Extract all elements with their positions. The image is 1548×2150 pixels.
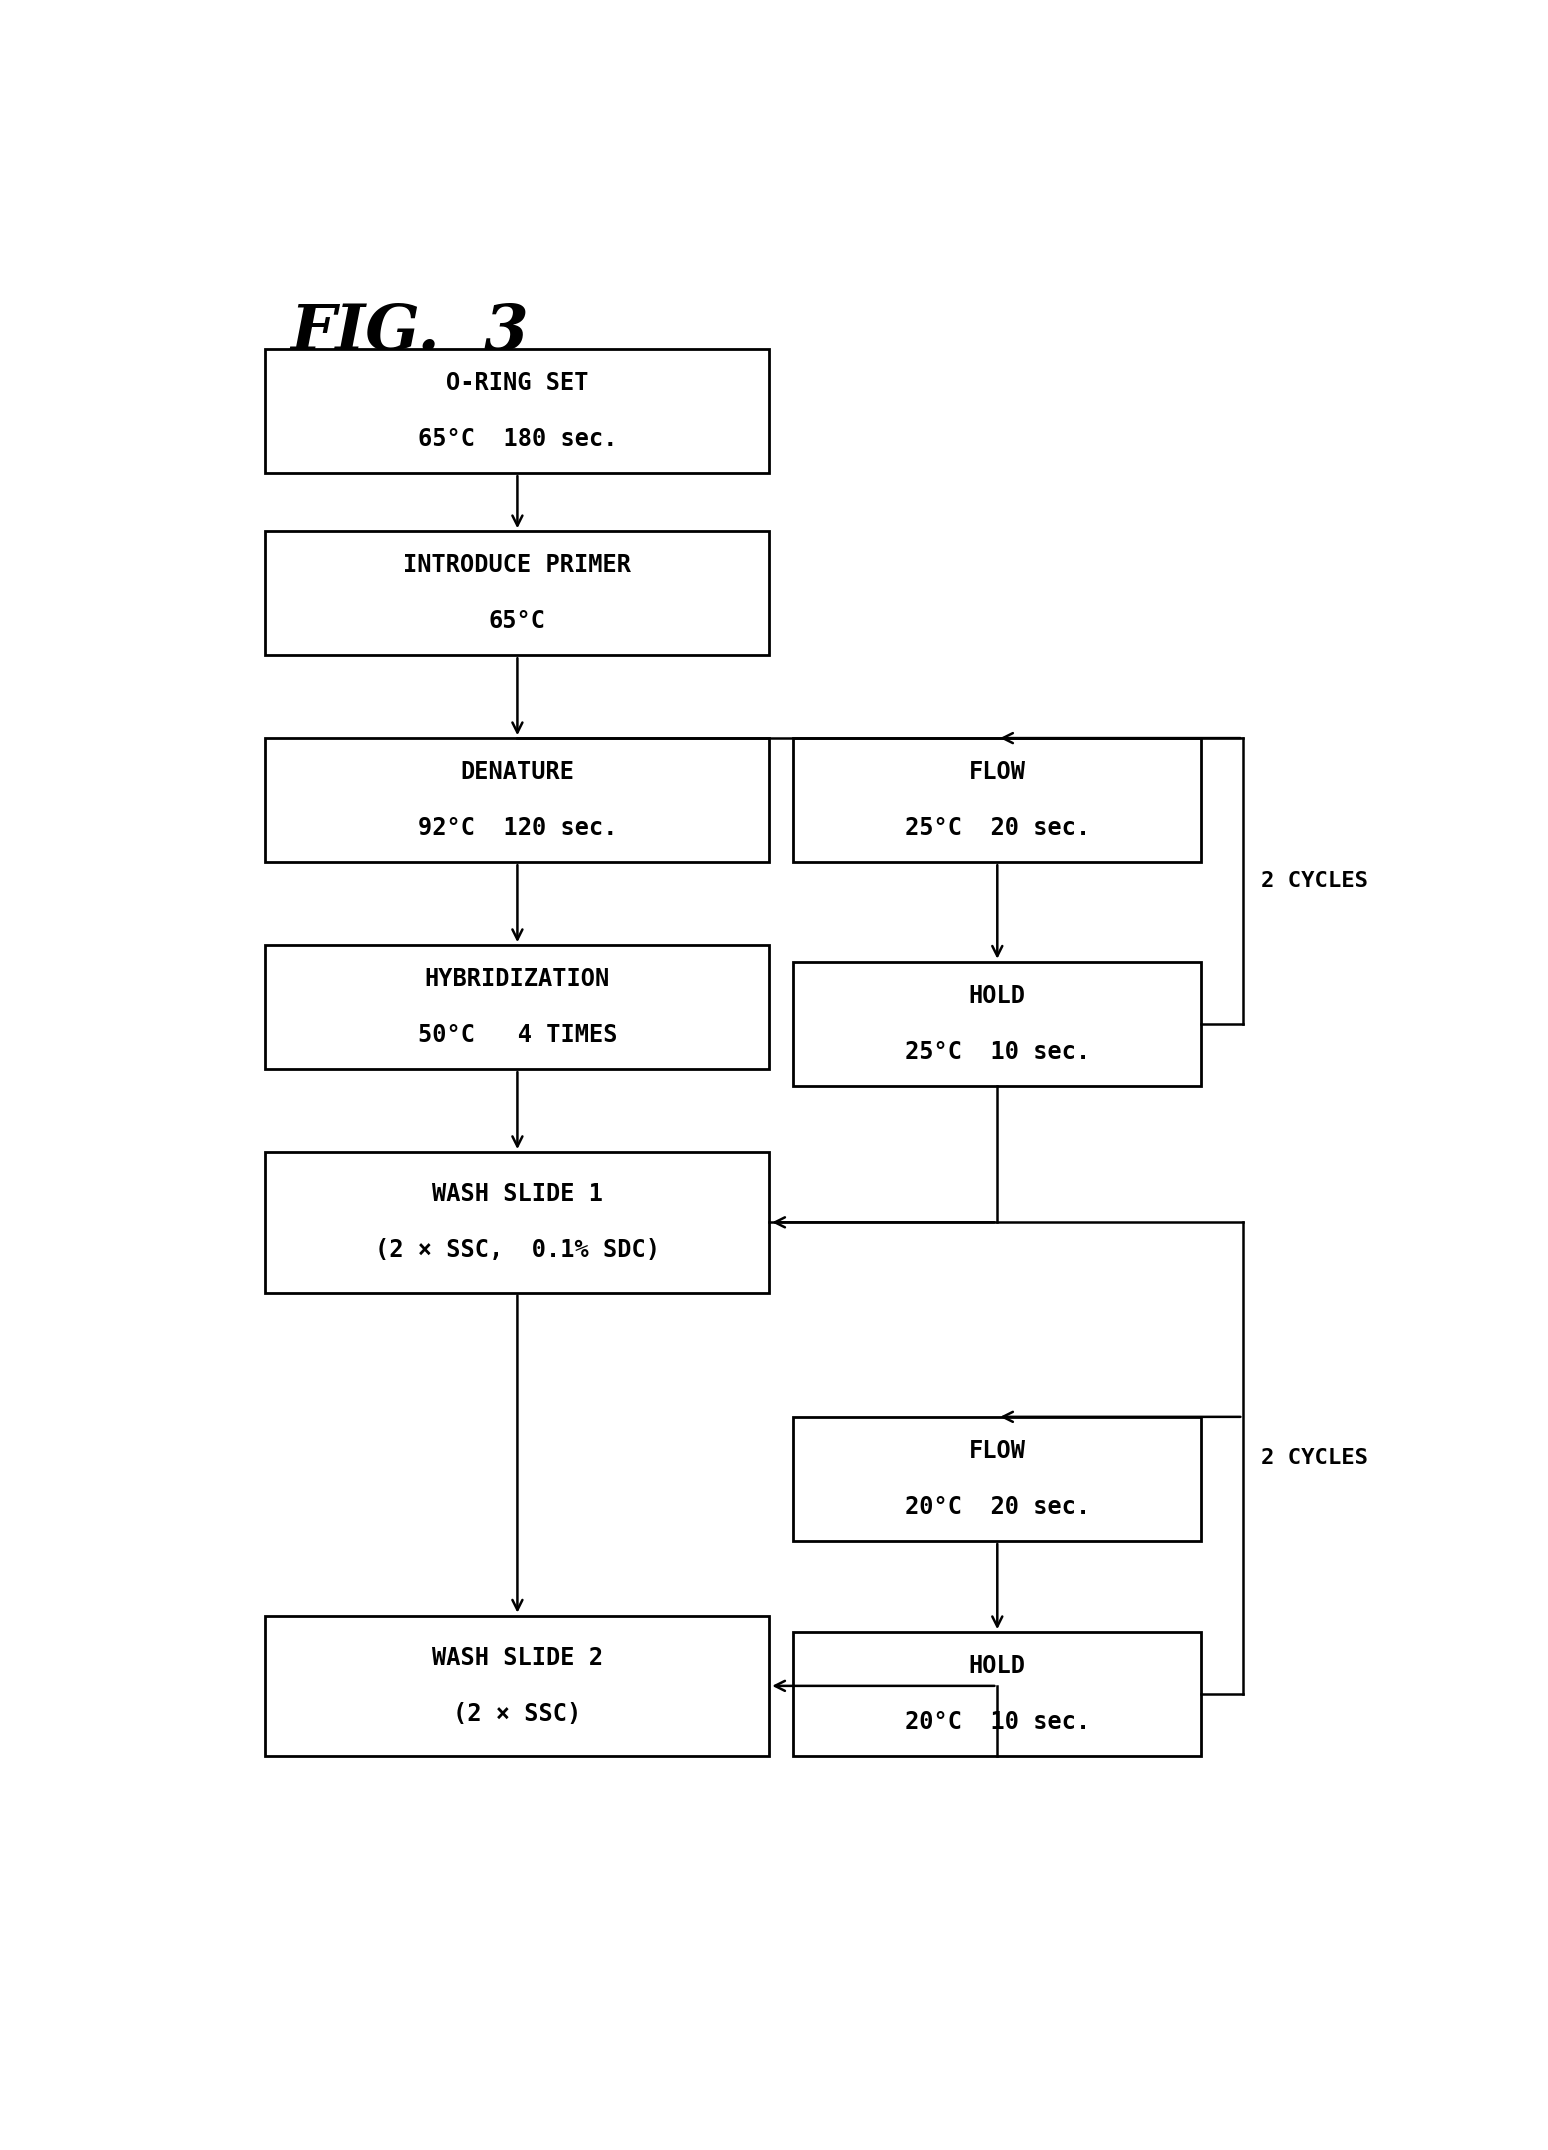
Text: O-RING SET: O-RING SET bbox=[446, 372, 588, 396]
Text: 25°C  10 sec.: 25°C 10 sec. bbox=[904, 1041, 1090, 1064]
Bar bbox=[794, 737, 1201, 862]
Text: 20°C  20 sec.: 20°C 20 sec. bbox=[904, 1494, 1090, 1520]
Text: INTRODUCE PRIMER: INTRODUCE PRIMER bbox=[404, 553, 632, 576]
Text: 50°C   4 TIMES: 50°C 4 TIMES bbox=[418, 1023, 618, 1047]
Text: 25°C  20 sec.: 25°C 20 sec. bbox=[904, 817, 1090, 841]
Text: 2 CYCLES: 2 CYCLES bbox=[1262, 871, 1368, 890]
Text: WASH SLIDE 2: WASH SLIDE 2 bbox=[432, 1645, 602, 1671]
Text: WASH SLIDE 1: WASH SLIDE 1 bbox=[432, 1182, 602, 1206]
Bar bbox=[266, 1615, 769, 1757]
Bar bbox=[266, 737, 769, 862]
Text: 2 CYCLES: 2 CYCLES bbox=[1262, 1449, 1368, 1468]
Text: 20°C  10 sec.: 20°C 10 sec. bbox=[904, 1709, 1090, 1735]
Text: FLOW: FLOW bbox=[969, 761, 1026, 785]
Bar bbox=[266, 531, 769, 656]
Text: FIG.  3: FIG. 3 bbox=[289, 301, 529, 363]
Bar bbox=[266, 1152, 769, 1292]
Text: FLOW: FLOW bbox=[969, 1438, 1026, 1462]
Text: 65°C: 65°C bbox=[489, 608, 546, 634]
Text: HOLD: HOLD bbox=[969, 983, 1026, 1008]
Bar bbox=[794, 1417, 1201, 1542]
Text: 92°C  120 sec.: 92°C 120 sec. bbox=[418, 817, 618, 841]
Text: HYBRIDIZATION: HYBRIDIZATION bbox=[424, 968, 610, 991]
Bar bbox=[266, 348, 769, 473]
Bar bbox=[794, 961, 1201, 1086]
Text: DENATURE: DENATURE bbox=[460, 761, 574, 785]
Bar bbox=[794, 1632, 1201, 1757]
Text: HOLD: HOLD bbox=[969, 1653, 1026, 1677]
Text: (2 × SSC,  0.1% SDC): (2 × SSC, 0.1% SDC) bbox=[375, 1238, 659, 1262]
Text: (2 × SSC): (2 × SSC) bbox=[454, 1703, 582, 1726]
Text: 65°C  180 sec.: 65°C 180 sec. bbox=[418, 428, 618, 452]
Bar bbox=[266, 946, 769, 1069]
